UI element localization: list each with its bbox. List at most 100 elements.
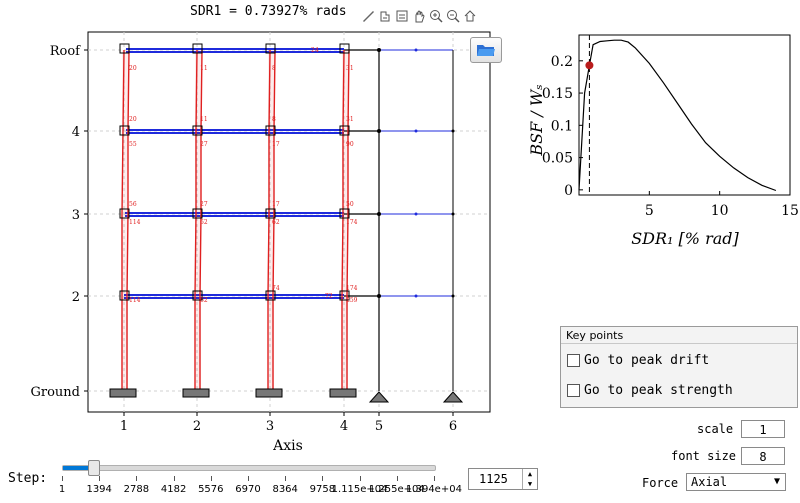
y-label-2: 2 [72,290,80,305]
step-slider-fill [63,466,93,470]
spin-up-icon[interactable]: ▲ [527,470,533,478]
x-tick-label: 15 [781,203,799,219]
node-label: 24 [311,47,319,54]
spin-down-icon[interactable]: ▼ [527,480,533,488]
scale-label: scale [697,422,734,436]
key-points-title: Key points [561,327,797,344]
node-label: 27 [200,201,208,208]
step-tick [359,476,361,481]
scale-input[interactable]: 1 [741,420,785,438]
step-tick [173,476,175,481]
legend-icon[interactable] [394,8,410,24]
node-label: 62 [272,219,280,226]
step-tick-label: 1 [58,484,66,495]
step-tick [285,476,287,481]
node-label: 11 [200,65,208,72]
zoom-in-icon[interactable] [428,8,444,24]
pan-icon[interactable] [411,8,427,24]
node-label: 74 [272,285,280,292]
key-points-panel: Key points Go to peak drift Go to peak s… [560,326,798,408]
y-tick-label: 0.2 [551,54,573,70]
node-label: 259 [346,297,358,304]
bsf-sdr-chart: BSF / Wₛ SDR₁ [% rad] 5 10 15 0 0.05 0.1 0.15 0… [527,34,799,248]
node-label: 55 [129,141,137,148]
node-label: 72 [325,293,333,300]
chevron-down-icon: ▼ [773,476,780,487]
step-ticks: 1 1394 2788 4182 5576 6970 8364 9758 1.115e+04 1.… [58,476,462,496]
node-label: 174 [346,285,358,292]
x-axis-title: SDR₁ [% rad] [631,229,739,248]
x-label-1: 1 [120,419,128,434]
x-tick-label: 10 [711,203,729,219]
step-tick [99,476,101,481]
y-axis-title: BSF / Wₛ [527,84,546,156]
x-label-6: 6 [449,419,457,434]
node-label: 20 [129,116,137,123]
force-select[interactable]: Axial ▼ [686,473,786,491]
node-label: 114 [129,219,141,226]
step-tick-label: 1394 [86,484,112,495]
current-point-marker [585,61,594,70]
step-tick [248,476,249,481]
peak-drift-label: Go to peak drift [584,353,710,368]
pushover-curve [578,39,777,192]
figure-toolbar [360,8,478,24]
peak-drift-checkbox[interactable] [567,354,580,367]
node-label: 56 [129,201,137,208]
peak-strength-option[interactable]: Go to peak strength [567,383,733,398]
font-size-label: font size [671,449,737,463]
step-tick-label: 5576 [198,484,224,495]
font-size-input[interactable]: 8 [741,447,785,465]
peak-strength-checkbox[interactable] [567,384,580,397]
step-tick [62,476,63,481]
node-label: 17 [272,201,280,208]
open-folder-button[interactable] [470,37,502,63]
step-slider-thumb[interactable] [87,460,100,476]
frame-plot: Roof 4 3 2 Ground 1 2 3 4 5 6 Axis [31,31,491,454]
home-icon[interactable] [462,8,478,24]
step-tick [434,476,435,481]
x-label-4: 4 [340,419,348,434]
x-axis-title: Axis [272,438,303,454]
step-tick [136,476,138,481]
node-label: 8 [272,65,276,72]
y-tick-label: 0.1 [551,118,573,134]
x-label-3: 3 [266,419,274,434]
step-value: 1125 [479,472,508,486]
step-slider[interactable] [62,460,436,476]
node-label: 62 [200,219,208,226]
node-label: 20 [129,65,137,72]
step-tick-label: 2788 [123,484,150,495]
node-label: 114 [129,297,141,304]
node-label: 8 [272,116,276,123]
step-tick-label: 1.394e+04 [406,484,462,495]
y-tick-label: 0.05 [542,151,573,167]
node-label: 174 [346,219,358,226]
step-tick-label: 4182 [160,484,187,495]
y-label-3: 3 [72,208,80,223]
force-label: Force [642,476,679,490]
step-tick-label: 1.255e+04 [368,484,425,495]
step-input[interactable]: 1125 ▲ ▼ [468,468,538,490]
step-spinner[interactable]: ▲ ▼ [522,469,537,489]
step-tick-label: 9758 [309,484,336,495]
peak-strength-label: Go to peak strength [584,383,733,398]
node-label: 31 [346,65,354,72]
node-label: 31 [346,116,354,123]
step-tick [210,476,212,481]
brush-icon[interactable] [360,8,376,24]
peak-drift-option[interactable]: Go to peak drift [567,353,709,368]
node-label: 90 [346,141,354,148]
x-label-5: 5 [375,419,383,434]
export-icon[interactable] [377,8,393,24]
y-label-roof: Roof [50,44,81,59]
y-tick-label: 0.15 [542,86,573,102]
node-label: 27 [200,141,208,148]
zoom-out-icon[interactable] [445,8,461,24]
y-label-4: 4 [72,125,80,140]
node-label: 50 [346,201,354,208]
step-tick [396,476,398,481]
step-tick-label: 8364 [272,484,298,495]
node-label: 11 [200,116,208,123]
node-label: 17 [272,141,280,148]
